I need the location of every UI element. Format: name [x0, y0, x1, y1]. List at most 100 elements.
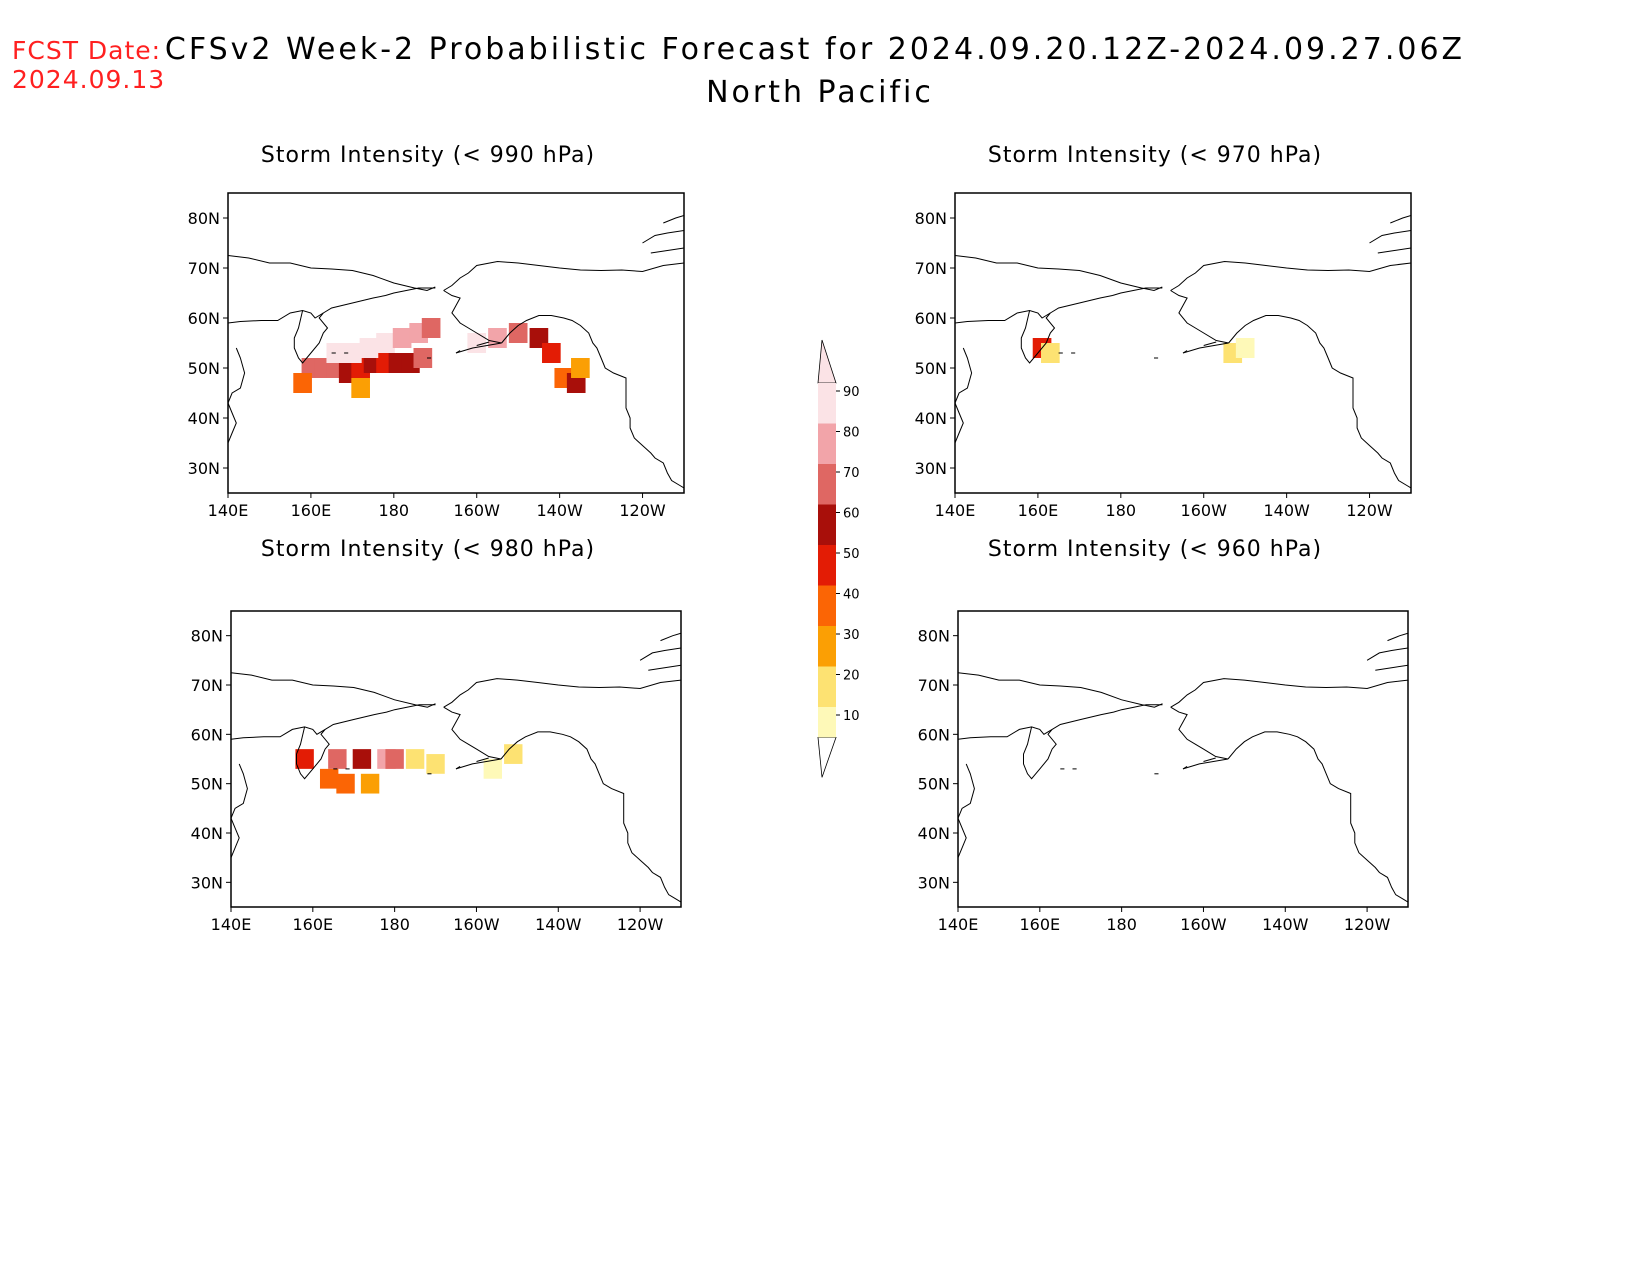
lon-tick-label: 140W [1262, 915, 1309, 934]
coastline [1228, 315, 1411, 489]
coastline [1390, 215, 1411, 224]
lon-tick-label: 160E [1018, 501, 1059, 520]
map-frame [957, 610, 1409, 908]
coastline [1375, 664, 1408, 671]
map-frame [230, 610, 682, 908]
colorbar-label: 40 [843, 588, 860, 603]
coastline [500, 731, 681, 903]
lat-tick-label: 70N [915, 259, 947, 278]
coastline [660, 632, 681, 642]
forecast-date-label: FCST Date: 2024.09.13 [12, 36, 165, 94]
panel-title-980: Storm Intensity (< 980 hPa) [260, 537, 596, 562]
coastline [1020, 310, 1056, 364]
lon-tick-label: 140E [208, 501, 249, 520]
coastline [476, 757, 489, 762]
lat-tick-label: 40N [191, 824, 223, 843]
colorbar-label: 80 [843, 426, 860, 441]
probability-cell [352, 749, 372, 769]
colorbar-swatch [818, 585, 836, 626]
lon-tick-label: 140W [535, 915, 582, 934]
figure-title: CFSv2 Week-2 Probabilistic Forecast for … [164, 32, 1466, 67]
fcst-date-caption: FCST Date: [12, 36, 162, 65]
colorbar-swatch [818, 504, 836, 545]
lat-tick-label: 80N [918, 627, 950, 646]
coastline [642, 230, 684, 244]
lon-tick-label: 140W [1263, 501, 1310, 520]
probability-cell [483, 759, 503, 779]
colorbar-top-arrow [817, 339, 837, 384]
figure-subtitle: North Pacific [706, 75, 934, 110]
map-frame [954, 192, 1412, 494]
coastline [296, 726, 330, 780]
map-frame [227, 192, 685, 494]
coastline [476, 341, 490, 346]
colorbar-label: 20 [843, 669, 860, 684]
lat-tick-label: 30N [915, 459, 947, 478]
coastline [228, 287, 436, 324]
coastline [955, 402, 964, 444]
lat-tick-label: 60N [915, 309, 947, 328]
lon-tick-label: 140E [935, 501, 976, 520]
lat-tick-label: 80N [188, 209, 220, 228]
colorbar-swatch [818, 666, 836, 707]
coastline [231, 704, 436, 740]
coastline [648, 664, 681, 671]
coastline [1203, 341, 1217, 346]
probability-cell [295, 749, 314, 769]
lat-tick-label: 70N [918, 676, 950, 695]
probability-field [293, 318, 590, 398]
colorbar-label: 10 [843, 709, 860, 724]
colorbar-label: 60 [843, 507, 860, 522]
probability-cell [421, 318, 441, 338]
lat-tick-label: 30N [191, 873, 223, 892]
lat-tick-label: 30N [918, 873, 950, 892]
lon-tick-label: 120W [617, 915, 664, 934]
coastline [1170, 290, 1229, 354]
probability-cell [351, 378, 370, 398]
probability-cell [426, 754, 445, 774]
lon-tick-label: 140E [938, 915, 979, 934]
colorbar-label: 50 [843, 547, 860, 562]
colorbar: 90 80 70 60 50 40 30 20 10 [817, 339, 860, 778]
coastline [443, 678, 681, 708]
probability-cell [392, 328, 412, 348]
probability-cell [360, 773, 380, 794]
coastline [443, 260, 684, 291]
probability-cell [405, 749, 425, 769]
lat-tick-label: 50N [918, 775, 950, 794]
coastline [1170, 706, 1229, 770]
map-panel-960: 80N 70N 60N 50N 40N 30N 140E 160E 180 160W 140W 120… [918, 610, 1409, 934]
lon-tick-label: 160W [454, 501, 501, 520]
probability-cell [413, 348, 433, 368]
coastline [1366, 647, 1408, 661]
lon-tick-label: 160E [1019, 915, 1060, 934]
colorbar-swatch [818, 423, 836, 464]
colorbar-bottom-arrow [817, 736, 837, 778]
coastline [958, 704, 1163, 740]
coastline [455, 350, 461, 354]
probability-cell [343, 343, 362, 363]
lon-tick-label: 120W [1346, 501, 1393, 520]
probability-cell [571, 358, 590, 378]
coastline [228, 402, 237, 444]
lat-tick-label: 50N [915, 359, 947, 378]
colorbar-label: 70 [843, 466, 860, 481]
coastline [650, 247, 684, 254]
probability-cell [1235, 338, 1255, 358]
coastline [1023, 726, 1057, 780]
coastline [958, 763, 975, 819]
lat-tick-label: 40N [915, 409, 947, 428]
lon-tick-label: 160W [1181, 501, 1228, 520]
lat-tick-label: 60N [191, 725, 223, 744]
lat-tick-label: 70N [188, 259, 220, 278]
probability-cell [467, 333, 487, 353]
lon-tick-label: 180 [379, 501, 410, 520]
coastline [1170, 260, 1411, 291]
lat-tick-label: 40N [918, 824, 950, 843]
lat-tick-label: 70N [191, 676, 223, 695]
colorbar-label: 90 [843, 385, 860, 400]
coastlines [231, 632, 681, 903]
coastline [1170, 678, 1408, 708]
coastline [228, 255, 436, 292]
coastlines [228, 215, 684, 489]
